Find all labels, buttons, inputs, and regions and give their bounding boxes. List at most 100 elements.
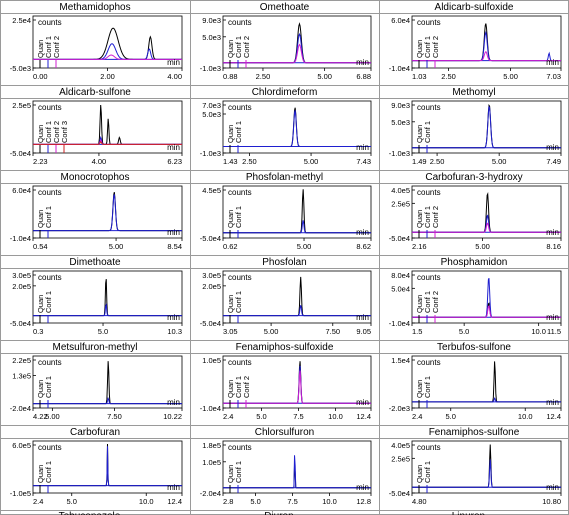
x-tick-label: 1.5 — [412, 327, 422, 336]
legend-label: Conf 2 — [431, 291, 440, 313]
y-unit-label: counts — [417, 273, 441, 282]
y-tick-label: 2.5e5 — [12, 101, 31, 110]
y-tick-label: -5.0e4 — [389, 489, 410, 498]
partial-panel-title: Tebuconazole ... — [59, 511, 132, 515]
legend-label: Conf 1 — [423, 36, 432, 58]
x-tick-label: 0.3 — [33, 327, 43, 336]
legend-label: Quan — [415, 40, 424, 58]
panel-title: Fenamiphos-sulfone — [429, 427, 520, 438]
x-tick-label: 6.23 — [167, 157, 182, 166]
y-tick-label: -1.0e3 — [200, 149, 221, 158]
series-trace-conf-2 — [412, 305, 561, 318]
legend-label: Conf 2 — [52, 121, 61, 143]
panel-title: Chlorsulfuron — [255, 427, 314, 438]
x-tick-label: 10.3 — [167, 327, 182, 336]
x-tick-label: 3.05 — [223, 327, 238, 336]
x-unit-label: min — [546, 58, 559, 67]
x-tick-label: 2.23 — [33, 157, 48, 166]
x-tick-label: 7.03 — [546, 72, 561, 81]
legend-label: Conf 1 — [234, 291, 243, 313]
series-trace-conf-1 — [33, 446, 182, 487]
panel-title: Aldicarb-sulfone — [59, 87, 131, 98]
legend-label: Conf 1 — [44, 36, 53, 58]
x-tick-label: 0.00 — [33, 72, 48, 81]
series-trace-quan — [33, 279, 182, 317]
legend-label: Conf 1 — [44, 291, 53, 313]
y-tick-label: 2.5e5 — [391, 199, 410, 208]
x-tick-label: 5.00 — [297, 242, 312, 251]
y-unit-label: counts — [38, 273, 62, 282]
panel-title: Phosphamidon — [441, 257, 508, 268]
x-unit-label: min — [167, 228, 180, 237]
y-tick-label: 6.0e5 — [12, 441, 31, 450]
y-tick-label: 6.0e4 — [391, 16, 410, 25]
legend-label: Conf 1 — [234, 376, 243, 398]
plot-frame — [222, 100, 372, 154]
y-unit-label: counts — [417, 358, 441, 367]
legend-label: Quan — [36, 125, 45, 143]
y-tick-label: 5.0e3 — [202, 110, 221, 119]
x-unit-label: min — [167, 143, 180, 152]
series-trace-conf-2 — [223, 370, 371, 404]
chromatogram-panel: Metsulfuron-methyl 2.2e5 1.3e5 -2.0e44.225.… — [0, 342, 190, 421]
x-unit-label: min — [356, 228, 369, 237]
plot-frame — [32, 440, 183, 494]
series-trace-conf-1 — [33, 302, 182, 317]
y-unit-label: counts — [228, 443, 252, 452]
y-tick-label: -5.0e4 — [10, 319, 31, 328]
legend-label: Quan — [226, 125, 235, 143]
panel-title: Phosfolan — [262, 257, 306, 268]
y-tick-label: 2.2e5 — [12, 356, 31, 365]
x-tick-label: 7.50 — [325, 327, 340, 336]
x-tick-label: 2.16 — [412, 242, 427, 251]
y-tick-label: 1.5e4 — [391, 356, 410, 365]
series-trace-conf-2 — [223, 43, 371, 64]
legend-label: Conf 1 — [423, 461, 432, 483]
x-tick-label: 5.00 — [317, 72, 332, 81]
panel-title: Methomyl — [452, 87, 495, 98]
legend-label: Conf 1 — [234, 121, 243, 143]
legend-label: Conf 1 — [423, 291, 432, 313]
series-trace-conf-1 — [223, 305, 371, 317]
y-tick-label: 3.0e5 — [202, 271, 221, 280]
y-tick-label: -1.0e4 — [389, 319, 410, 328]
y-tick-label: 4.5e5 — [202, 186, 221, 195]
x-tick-label: 1.43 — [223, 157, 238, 166]
x-tick-label: 10.80 — [542, 497, 561, 506]
x-tick-label: 10.0 — [518, 412, 533, 421]
series-trace-quan — [223, 276, 371, 317]
x-tick-label: 5.0 — [459, 327, 469, 336]
panel-title: Monocrotophos — [61, 172, 130, 183]
x-tick-label: 4.00 — [92, 157, 107, 166]
x-tick-label: 2.4 — [223, 412, 233, 421]
x-tick-label: 1.03 — [412, 72, 427, 81]
y-tick-label: 9.0e3 — [202, 16, 221, 25]
x-tick-label: 12.4 — [356, 412, 371, 421]
x-unit-label: min — [546, 483, 559, 492]
x-tick-label: 2.8 — [223, 497, 233, 506]
x-unit-label: min — [356, 313, 369, 322]
x-tick-label: 2.50 — [441, 72, 456, 81]
x-unit-label: min — [356, 58, 369, 67]
chromatogram-panel: Carbofuran-3-hydroxy 4.0e5 2.5e5 -5.0e42.16… — [379, 172, 569, 251]
legend-label: Conf 1 — [44, 121, 53, 143]
legend-label: Conf 1 — [423, 376, 432, 398]
legend-label: Conf 1 — [423, 121, 432, 143]
x-tick-label: 5.0 — [67, 497, 77, 506]
panel-title: Fenamiphos-sulfoxide — [236, 342, 334, 353]
y-unit-label: counts — [228, 273, 252, 282]
x-tick-label: 5.00 — [492, 157, 507, 166]
y-tick-label: 2.5e5 — [391, 454, 410, 463]
plot-frame — [411, 270, 562, 324]
x-unit-label: min — [167, 58, 180, 67]
series-trace-quan — [412, 361, 561, 403]
y-tick-label: -5.0e4 — [200, 234, 221, 243]
